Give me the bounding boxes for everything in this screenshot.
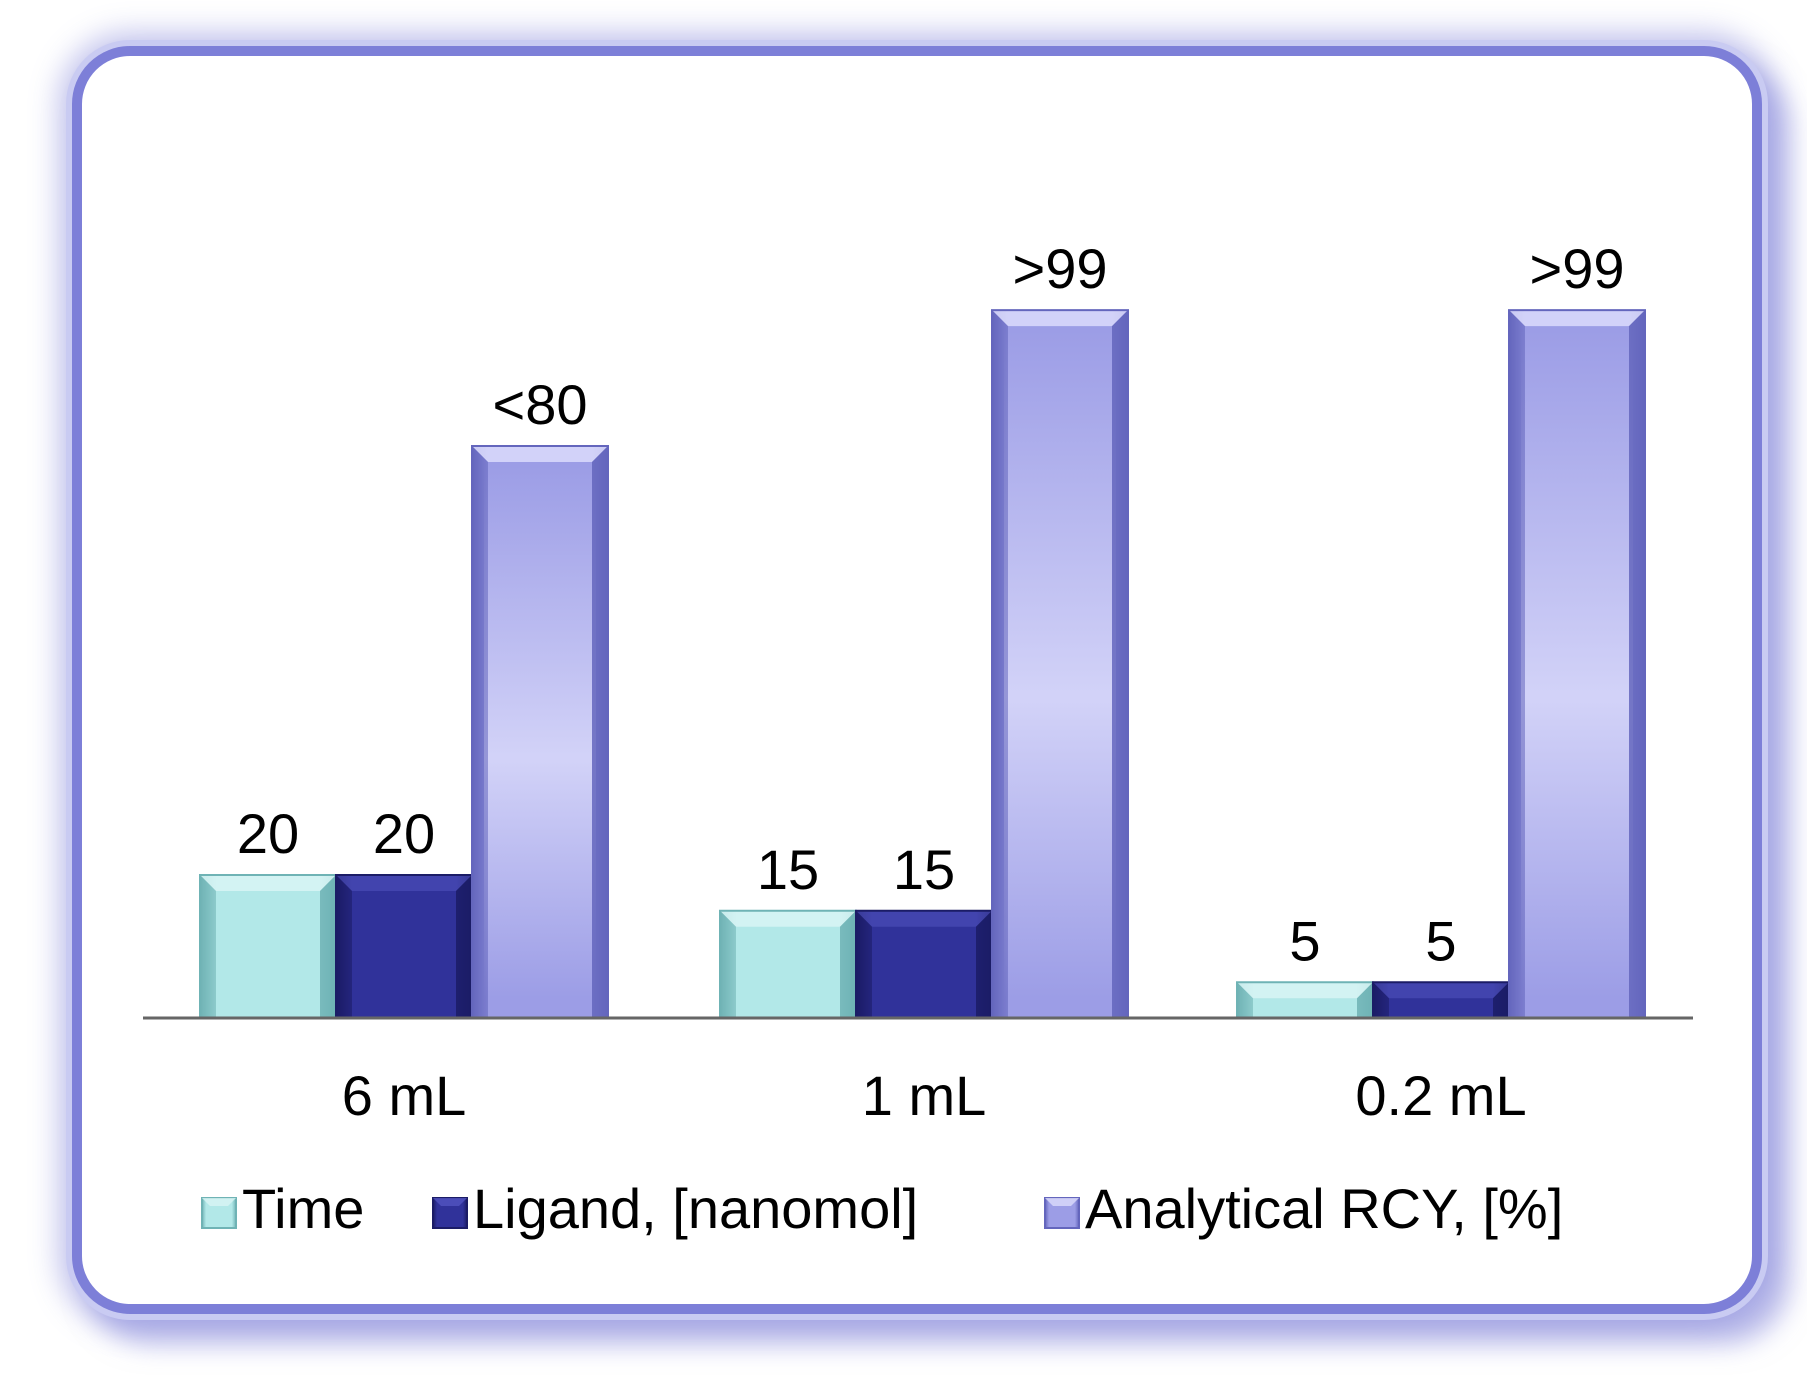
chart-frame: [72, 46, 1762, 1314]
legend-label-2: Ligand, [nanomol]: [473, 1177, 918, 1240]
legend: Time Ligand, [nanomol] Analytical RCY, [%]: [201, 1177, 1563, 1240]
data-label-1-3: 5: [1289, 909, 1320, 972]
bar-1-2: [719, 909, 857, 1019]
legend-label-1: Time: [242, 1177, 364, 1240]
bar-2-1: [335, 874, 473, 1019]
data-label-2-3: 5: [1425, 909, 1456, 972]
bar-3-3: [1508, 309, 1646, 1019]
bars-layer: [199, 309, 1646, 1019]
data-label-3-3: >99: [1530, 237, 1625, 300]
bar-3-2: [991, 309, 1129, 1019]
bar-2-2: [855, 909, 993, 1019]
value-labels-layer: 20 20 <80 15 15 >99 5 5 >99: [237, 237, 1625, 972]
bar-1-3: [1236, 981, 1374, 1019]
legend-swatch-1: [201, 1197, 237, 1229]
legend-label-3: Analytical RCY, [%]: [1085, 1177, 1563, 1240]
category-label-3: 0.2 mL: [1355, 1064, 1526, 1127]
category-labels-layer: 6 mL 1 mL 0.2 mL: [342, 1064, 1527, 1127]
bar-1-1: [199, 874, 337, 1019]
bar-3-1: [471, 445, 609, 1019]
data-label-2-2: 15: [893, 838, 955, 901]
category-label-2: 1 mL: [862, 1064, 987, 1127]
data-label-3-1: <80: [493, 373, 588, 436]
category-label-1: 6 mL: [342, 1064, 467, 1127]
bar-2-3: [1372, 981, 1510, 1019]
legend-swatch-2: [432, 1197, 468, 1229]
data-label-1-1: 20: [237, 802, 299, 865]
data-label-2-1: 20: [373, 802, 435, 865]
data-label-1-2: 15: [757, 838, 819, 901]
legend-swatch-3: [1044, 1197, 1080, 1229]
data-label-3-2: >99: [1013, 237, 1108, 300]
